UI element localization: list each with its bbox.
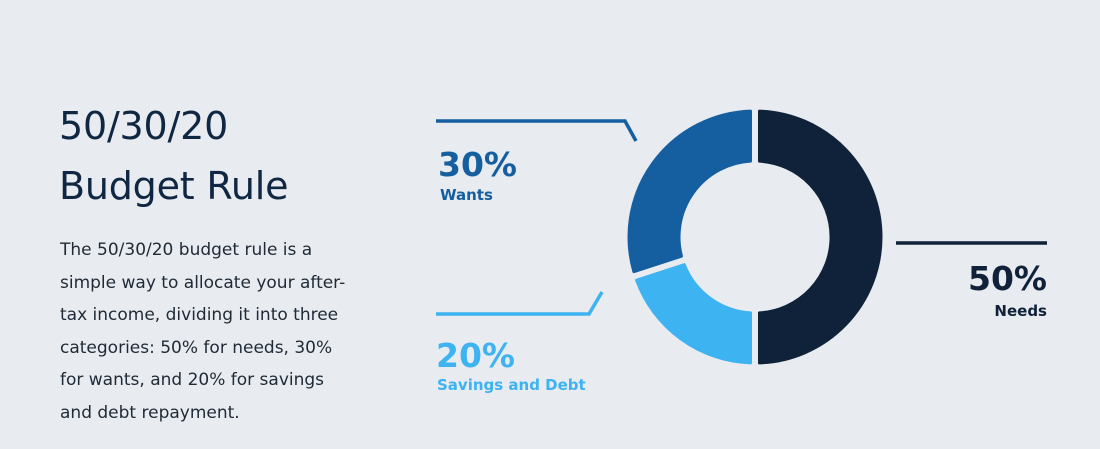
description-line: and debt repayment. <box>60 402 240 423</box>
donut-slices <box>627 109 883 365</box>
description-line: The 50/30/20 budget rule is a <box>60 240 313 260</box>
description-line: for wants, and 20% for savings <box>60 370 325 390</box>
needs-value-label: 50% <box>968 259 1047 298</box>
slice-wants <box>627 109 752 274</box>
wants-leader-line <box>436 119 638 142</box>
page-title: 50/30/20 Budget Rule <box>59 96 379 216</box>
wants-category-label: Wants <box>440 186 493 204</box>
title-line-2: Budget Rule <box>59 164 289 208</box>
savings-value-label: 20% <box>436 336 515 375</box>
wants-value-label: 30% <box>438 145 517 184</box>
description-line: simple way to allocate your after- <box>60 272 346 293</box>
slice-needs <box>758 109 883 365</box>
description-line: categories: 50% for needs, 30% <box>60 337 333 358</box>
savings-leader-line <box>436 291 604 316</box>
description-line: tax income, dividing it into three <box>60 305 339 325</box>
slice-savings-and-debt <box>635 263 752 365</box>
savings-category-label: Savings and Debt <box>437 376 586 394</box>
title-line-1: 50/30/20 <box>59 104 229 148</box>
needs-category-label: Needs <box>994 302 1047 320</box>
description: The 50/30/20 budget rule is a simple way… <box>60 234 400 429</box>
